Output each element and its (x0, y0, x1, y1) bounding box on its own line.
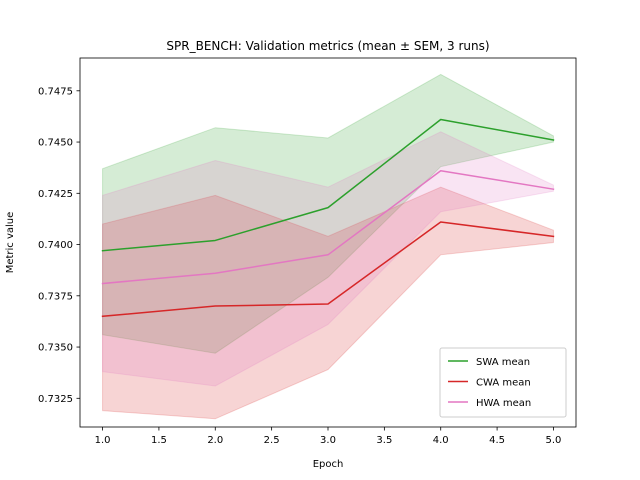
x-tick-label: 2.5 (264, 435, 280, 446)
y-tick-label: 0.7450 (38, 138, 73, 149)
series-lines (101, 118, 555, 318)
x-axis: 1.0 1.5 2.0 2.5 3.0 3.5 4.0 4.5 5.0 (95, 427, 562, 446)
sem-bands (102, 73, 554, 420)
hwa-mean-line (101, 170, 555, 285)
swa-mean-line (101, 118, 555, 252)
y-axis-label: Metric value (5, 212, 16, 274)
hwa-mean-legend-label: HWA mean (476, 398, 531, 409)
hwa-mean-sem-band (102, 131, 554, 387)
x-tick-label: 3.0 (320, 435, 336, 446)
y-tick-label: 0.7425 (38, 189, 73, 200)
y-axis: 0.7325 0.7350 0.7375 0.7400 0.7425 0.7450 0.74… (38, 86, 80, 405)
chart-title: SPR_BENCH: Validation metrics (mean ± SE… (166, 39, 489, 53)
legend-box (439, 347, 567, 418)
y-tick-label: 0.7350 (38, 343, 73, 354)
x-axis-label: Epoch (313, 459, 344, 470)
cwa-mean-legend-label: CWA mean (476, 378, 531, 389)
y-tick-label: 0.7325 (38, 394, 73, 405)
x-tick-label: 3.5 (376, 435, 392, 446)
cwa-mean-sem-band (102, 186, 554, 420)
x-tick-label: 1.5 (151, 435, 167, 446)
x-tick-label: 4.5 (489, 435, 505, 446)
cwa-mean-line (101, 221, 555, 318)
legend: SWA mean CWA mean HWA mean (439, 347, 567, 418)
y-tick-label: 0.7375 (38, 291, 73, 302)
y-tick-label: 0.7475 (38, 86, 73, 97)
x-tick-label: 4.0 (433, 435, 449, 446)
x-tick-label: 5.0 (546, 435, 562, 446)
swa-mean-legend-label: SWA mean (476, 357, 530, 368)
swa-mean-sem-band (102, 73, 554, 354)
y-tick-label: 0.7400 (38, 240, 73, 251)
x-tick-label: 1.0 (95, 435, 111, 446)
x-tick-label: 2.0 (207, 435, 223, 446)
